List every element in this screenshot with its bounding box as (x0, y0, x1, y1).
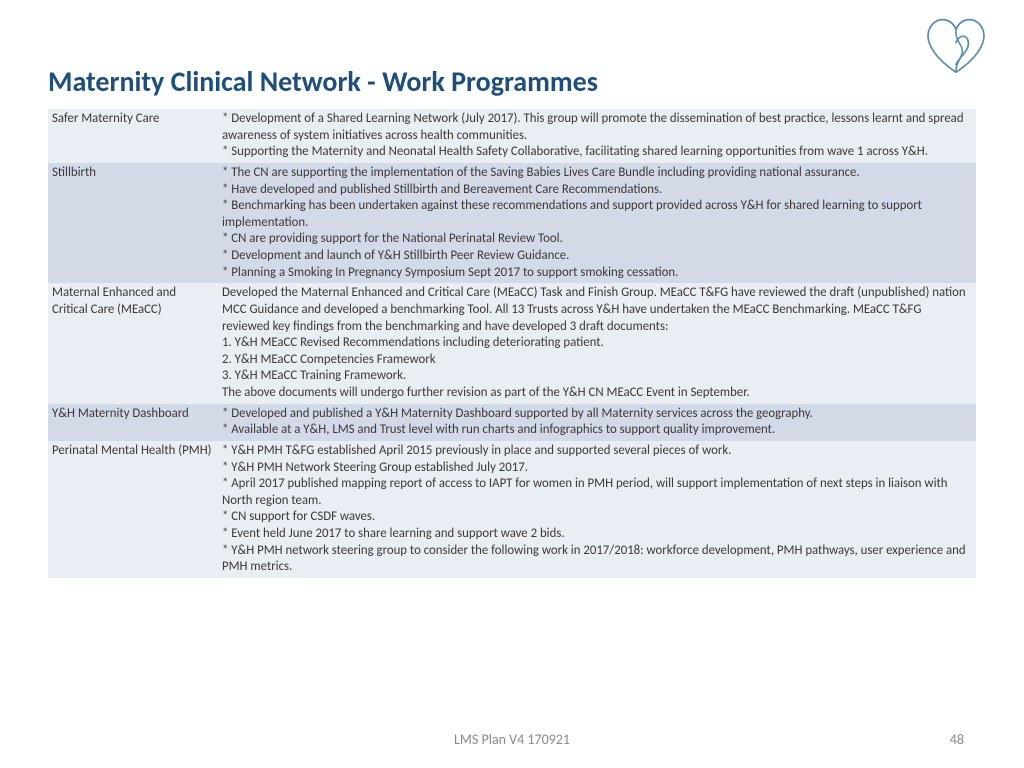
row-label: Y&H Maternity Dashboard (48, 404, 218, 441)
row-label: Maternal Enhanced and Critical Care (MEa… (48, 283, 218, 403)
page-number: 48 (950, 731, 964, 748)
table-row: Y&H Maternity Dashboard* Developed and p… (48, 404, 976, 441)
row-content: Developed the Maternal Enhanced and Crit… (218, 283, 976, 403)
slide-container: Maternity Clinical Network - Work Progra… (0, 0, 1024, 768)
table-row: Perinatal Mental Health (PMH)* Y&H PMH T… (48, 441, 976, 578)
table-row: Stillbirth* The CN are supporting the im… (48, 163, 976, 283)
table-row: Safer Maternity Care* Development of a S… (48, 109, 976, 163)
slide-title: Maternity Clinical Network - Work Progra… (48, 64, 976, 99)
table-row: Maternal Enhanced and Critical Care (MEa… (48, 283, 976, 403)
row-label: Stillbirth (48, 163, 218, 283)
footer-text: LMS Plan V4 170921 (0, 731, 1024, 748)
programmes-table: Safer Maternity Care* Development of a S… (48, 109, 976, 578)
row-label: Perinatal Mental Health (PMH) (48, 441, 218, 578)
row-content: * Y&H PMH T&FG established April 2015 pr… (218, 441, 976, 578)
heart-logo (916, 10, 996, 80)
row-content: * The CN are supporting the implementati… (218, 163, 976, 283)
row-content: * Developed and published a Y&H Maternit… (218, 404, 976, 441)
row-label: Safer Maternity Care (48, 109, 218, 163)
row-content: * Development of a Shared Learning Netwo… (218, 109, 976, 163)
